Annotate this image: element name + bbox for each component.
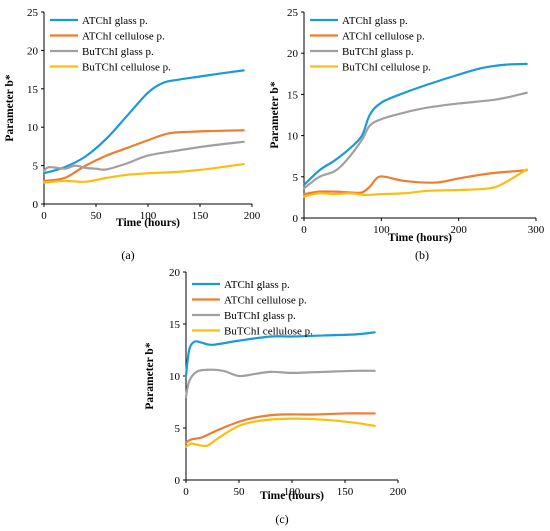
x-tick-label: 100 — [373, 224, 390, 236]
legend-label: BuTChI glass p. — [342, 46, 414, 58]
y-tick-label: 0 — [175, 475, 181, 487]
y-tick-label: 15 — [169, 319, 181, 331]
legend-label: BuTChI cellulose p. — [82, 62, 171, 74]
legend-label: ATChI cellulose p. — [342, 31, 425, 43]
y-tick-label: 5 — [293, 172, 299, 184]
chart-panel-a: 0 5 10 15 20 25 0 50 100 150 200 Time (hours) Parame… — [4, 7, 261, 262]
legend-label: ATChI cellulose p. — [82, 31, 165, 43]
y-tick-label: 15 — [287, 89, 299, 101]
x-axis-label: Time (hours) — [116, 217, 180, 229]
x-tick-label: 200 — [390, 486, 407, 498]
x-tick-label: 300 — [528, 224, 545, 236]
series-line-butchi-cellulose — [184, 417, 376, 448]
y-tick-label: 20 — [169, 267, 181, 279]
legend-label: ATChI glass p. — [82, 15, 148, 27]
legend-label: ATChI cellulose p. — [224, 295, 307, 307]
x-tick-label: 100 — [140, 210, 157, 222]
series-line-butchi-glass — [42, 140, 245, 173]
legend-label: BuTChI glass p. — [82, 46, 154, 58]
y-axis-label: Parameter b* — [4, 74, 16, 141]
x-tick-label: 0 — [183, 486, 189, 498]
legend-label: BuTChI cellulose p. — [342, 62, 431, 74]
series-line-atchi-glass — [42, 69, 245, 175]
y-axis-label: Parameter b* — [269, 81, 281, 148]
y-tick-label: 10 — [169, 371, 181, 383]
x-tick-label: 200 — [244, 210, 261, 222]
x-tick-label: 150 — [192, 210, 209, 222]
y-tick-label: 20 — [27, 45, 39, 57]
y-tick-label: 10 — [287, 131, 299, 143]
x-tick-label: 50 — [234, 486, 246, 498]
y-tick-label: 5 — [175, 423, 181, 435]
x-axis-label: Time (hours) — [388, 232, 452, 244]
y-tick-label: 0 — [33, 199, 39, 211]
series-line-atchi-glass — [302, 62, 528, 187]
y-tick-label: 0 — [293, 213, 299, 225]
panel-label: (c) — [275, 512, 288, 526]
series-line-atchi-cellulose — [302, 169, 528, 196]
y-tick-label: 5 — [33, 161, 39, 173]
y-tick-label: 25 — [27, 7, 39, 19]
series-line-atchi-cellulose — [184, 412, 376, 444]
series-line-butchi-cellulose — [42, 162, 245, 184]
panel-label: (a) — [121, 248, 134, 262]
x-tick-label: 50 — [91, 210, 103, 222]
legend-label: BuTChI glass p. — [224, 310, 296, 322]
series-line-butchi-glass — [302, 91, 528, 190]
x-tick-label: 100 — [284, 486, 301, 498]
legend-label: ATChI glass p. — [342, 15, 408, 27]
y-tick-label: 25 — [287, 7, 299, 19]
panel-label: (b) — [415, 248, 429, 262]
series-line-butchi-cellulose — [302, 168, 528, 198]
series-line-butchi-glass — [184, 368, 376, 398]
x-axis-label: Time (hours) — [260, 490, 324, 502]
series-line-atchi-glass — [184, 331, 376, 378]
x-tick-label: 0 — [301, 224, 307, 236]
x-tick-label: 0 — [41, 210, 47, 222]
y-axis-label: Parameter b* — [144, 342, 156, 409]
x-tick-label: 150 — [337, 486, 354, 498]
y-tick-label: 20 — [287, 48, 299, 60]
legend-label: ATChI glass p. — [224, 279, 290, 291]
x-tick-label: 200 — [450, 224, 467, 236]
chart-panel-b: 0 5 10 15 20 25 0 100 200 300 Time (hours) Paramete… — [269, 7, 545, 262]
y-tick-label: 10 — [27, 122, 39, 134]
y-tick-label: 15 — [27, 84, 39, 96]
series-line-atchi-cellulose — [42, 129, 245, 183]
legend-label: BuTChI cellulose p. — [224, 326, 313, 338]
